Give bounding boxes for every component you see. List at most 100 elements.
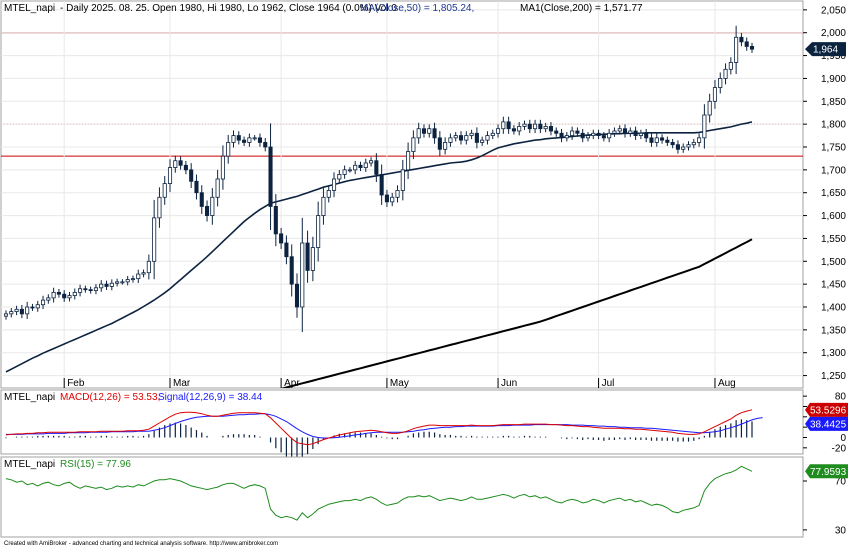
price-y-tick-label: 1,650 — [821, 188, 846, 199]
candle-body — [390, 196, 395, 203]
candle-body — [93, 287, 98, 291]
price-y-tick-label: 1,800 — [821, 120, 846, 131]
candle — [120, 279, 125, 285]
candle — [548, 122, 553, 136]
candle — [215, 169, 220, 207]
candle — [453, 132, 458, 142]
candle-body — [363, 162, 368, 168]
price-panel-frame — [0, 0, 804, 389]
candle-body — [728, 62, 733, 70]
macd-y-tick-label: 0 — [840, 433, 846, 444]
candle — [702, 104, 707, 149]
rsi-header-symbol: MTEL_napi — [4, 459, 55, 470]
candle-body — [289, 256, 294, 285]
candle-body — [88, 289, 93, 292]
candle — [374, 153, 379, 182]
candle — [474, 127, 479, 149]
candle-body — [522, 123, 527, 127]
candle — [522, 120, 527, 130]
candle — [178, 156, 183, 170]
candle — [19, 304, 24, 319]
candle-body — [331, 178, 337, 191]
candle — [30, 303, 35, 311]
candle-body — [670, 142, 675, 146]
candle-body — [231, 135, 236, 143]
candlestick-series — [3, 25, 755, 333]
candle — [72, 288, 77, 300]
candle-body — [570, 130, 575, 136]
candle — [310, 236, 315, 282]
month-label: Aug — [718, 378, 736, 389]
candle-body — [374, 160, 379, 175]
candle — [125, 276, 130, 286]
candle — [141, 269, 146, 278]
signal-tag-label: 38.4425 — [810, 419, 847, 430]
price-y-tick-label: 2,000 — [821, 28, 846, 39]
candle — [273, 194, 278, 247]
price-y-tick-label: 1,850 — [821, 97, 846, 108]
candle — [681, 143, 686, 153]
candle-body — [517, 126, 522, 132]
candle — [432, 122, 437, 144]
price-y-tick-label: 1,250 — [821, 371, 846, 382]
candle-body — [279, 233, 284, 244]
candle-body — [421, 128, 427, 134]
candle — [675, 140, 680, 154]
candle-body — [56, 291, 61, 295]
candle — [353, 160, 358, 175]
candle — [448, 133, 453, 147]
candle — [575, 127, 580, 137]
candle — [501, 116, 506, 134]
candle — [480, 136, 485, 146]
candle-body — [596, 132, 601, 136]
candle-body — [30, 306, 35, 309]
rsi-y-tick-label: 30 — [835, 525, 847, 536]
ma50-line — [5, 121, 753, 373]
candle-body — [337, 174, 342, 180]
candle — [564, 132, 569, 142]
price-y-tick-label: 1,400 — [821, 303, 846, 314]
candle — [654, 133, 659, 147]
candle-body — [432, 128, 437, 139]
candle-body — [353, 164, 358, 171]
candle — [517, 122, 522, 136]
candle — [469, 129, 474, 140]
candle-body — [199, 192, 204, 207]
candle-body — [437, 137, 442, 150]
candle — [585, 132, 591, 142]
candle — [421, 124, 427, 138]
candle — [665, 136, 670, 146]
candle-body — [448, 137, 453, 143]
macd-y-tick-label: -20 — [832, 443, 847, 454]
candle-body — [194, 180, 199, 194]
candle — [337, 170, 342, 184]
candle — [321, 188, 326, 225]
candle — [691, 138, 696, 149]
candle-body — [83, 288, 88, 291]
candle-body — [384, 194, 389, 203]
candle-body — [411, 137, 416, 152]
candle-body — [622, 128, 628, 134]
candle — [728, 57, 733, 75]
candle — [62, 290, 67, 302]
rsi-line — [5, 465, 753, 521]
rsi-header-value: RSI(15) = 77.96 — [60, 459, 131, 470]
candle-body — [638, 132, 643, 136]
candle — [236, 131, 241, 145]
candle — [316, 201, 321, 262]
candle-body — [157, 196, 162, 219]
candle — [157, 187, 162, 228]
candle-body — [691, 142, 696, 146]
candle-body — [67, 295, 72, 299]
last-price-tag: 1,964 — [805, 42, 846, 57]
candle — [559, 128, 564, 143]
candle-body — [358, 164, 363, 168]
candle-body — [723, 68, 728, 79]
candle — [363, 158, 368, 172]
candle — [734, 25, 739, 74]
candle-body — [612, 130, 617, 134]
candle-body — [316, 215, 321, 248]
candle — [210, 188, 215, 225]
candle — [607, 128, 612, 143]
